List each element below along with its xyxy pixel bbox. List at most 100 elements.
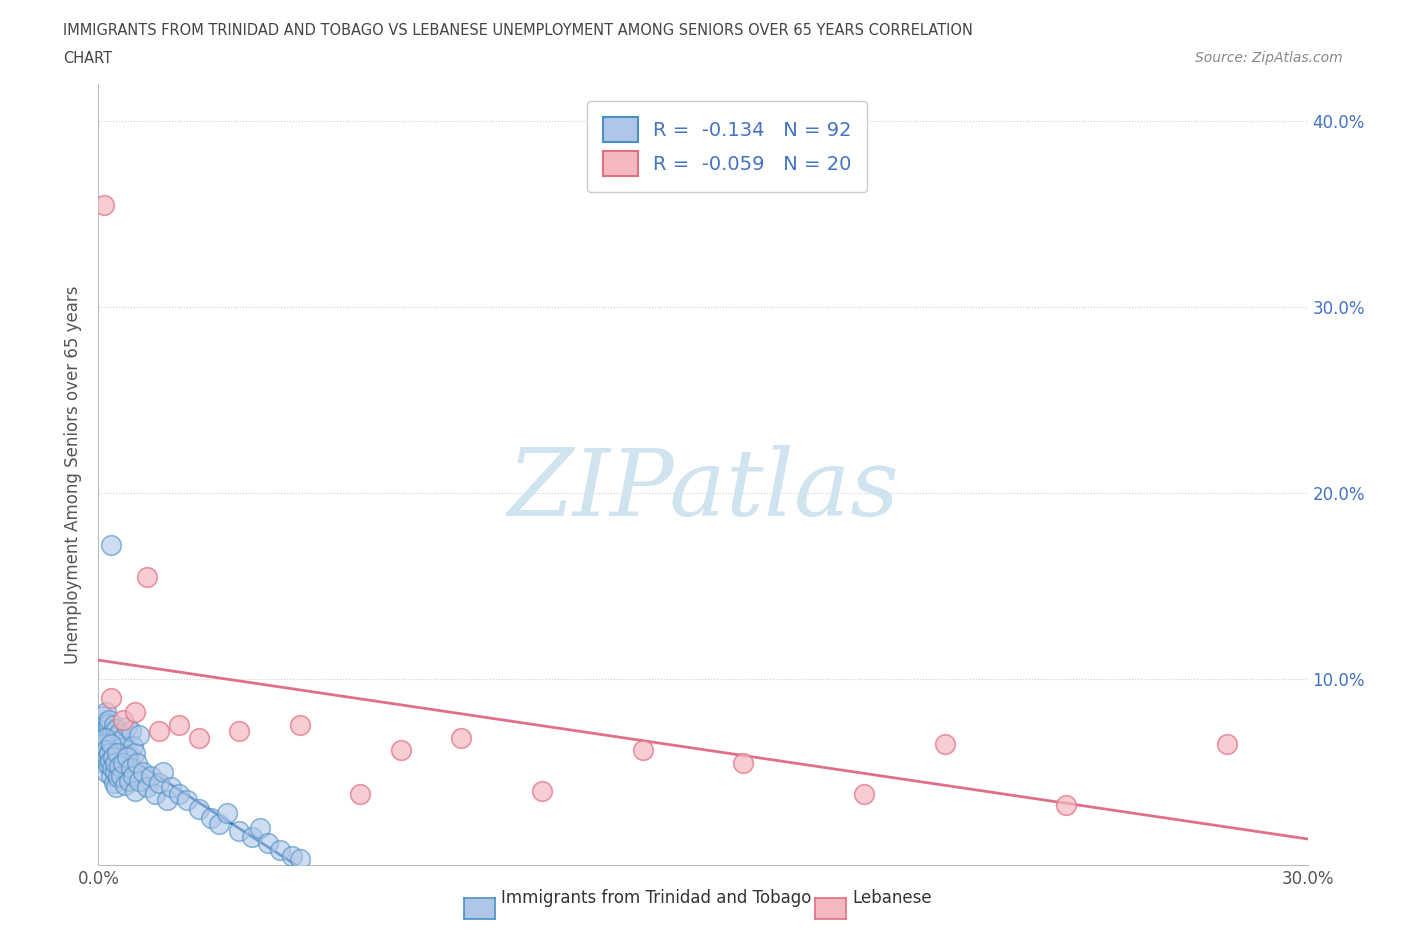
Point bbox=[111, 731, 134, 746]
Point bbox=[104, 755, 127, 770]
Point bbox=[228, 724, 250, 738]
Point bbox=[97, 757, 120, 772]
Point bbox=[143, 787, 166, 802]
Point bbox=[107, 725, 129, 740]
Point bbox=[152, 764, 174, 779]
Point bbox=[853, 787, 876, 802]
Point bbox=[91, 737, 114, 751]
Point bbox=[105, 722, 128, 737]
Point bbox=[98, 733, 121, 748]
Point bbox=[107, 770, 129, 785]
Point bbox=[160, 779, 183, 794]
Point bbox=[100, 538, 122, 552]
Text: IMMIGRANTS FROM TRINIDAD AND TOBAGO VS LEBANESE UNEMPLOYMENT AMONG SENIORS OVER : IMMIGRANTS FROM TRINIDAD AND TOBAGO VS L… bbox=[63, 23, 973, 38]
Point bbox=[98, 712, 121, 727]
Point bbox=[111, 712, 134, 727]
Point bbox=[98, 753, 121, 768]
Point bbox=[97, 716, 120, 731]
Point bbox=[91, 750, 114, 764]
Point bbox=[135, 569, 157, 584]
Point bbox=[128, 727, 150, 742]
Point bbox=[101, 750, 124, 764]
Point bbox=[91, 727, 114, 742]
Point bbox=[228, 824, 250, 839]
Text: CHART: CHART bbox=[63, 51, 112, 66]
Point bbox=[121, 738, 143, 753]
Point bbox=[115, 720, 138, 735]
Point bbox=[176, 792, 198, 807]
Point bbox=[100, 738, 122, 753]
Point bbox=[100, 737, 122, 751]
Point bbox=[120, 761, 142, 776]
Point bbox=[91, 737, 114, 751]
Point bbox=[530, 783, 553, 798]
Point bbox=[733, 755, 755, 770]
Point bbox=[124, 705, 146, 720]
Point bbox=[96, 722, 118, 737]
Point bbox=[188, 731, 211, 746]
Point bbox=[217, 805, 239, 820]
Point bbox=[105, 746, 128, 761]
Point bbox=[94, 750, 117, 764]
Point bbox=[93, 731, 115, 746]
Text: ZIPatlas: ZIPatlas bbox=[508, 445, 898, 535]
Point bbox=[124, 783, 146, 798]
Point bbox=[96, 750, 118, 764]
Point bbox=[114, 777, 136, 792]
Point bbox=[240, 830, 263, 844]
Point bbox=[934, 737, 956, 751]
Point bbox=[96, 742, 118, 757]
Point bbox=[125, 755, 148, 770]
Point bbox=[105, 779, 128, 794]
Point bbox=[94, 740, 117, 755]
Point bbox=[288, 852, 311, 867]
Point bbox=[103, 718, 125, 733]
Point bbox=[121, 768, 143, 783]
Point bbox=[91, 709, 114, 724]
Point bbox=[1054, 798, 1077, 813]
Point bbox=[110, 740, 132, 755]
Point bbox=[101, 761, 124, 776]
Point bbox=[167, 718, 190, 733]
Point bbox=[100, 690, 122, 705]
Point bbox=[93, 724, 115, 738]
Point bbox=[101, 725, 124, 740]
Point bbox=[389, 742, 412, 757]
Point bbox=[269, 843, 291, 857]
Text: Immigrants from Trinidad and Tobago: Immigrants from Trinidad and Tobago bbox=[501, 889, 811, 907]
Point bbox=[94, 714, 117, 729]
Point bbox=[188, 802, 211, 817]
Point bbox=[139, 768, 162, 783]
Point bbox=[118, 748, 141, 763]
Point bbox=[97, 738, 120, 753]
Point bbox=[97, 744, 120, 759]
Point bbox=[100, 768, 122, 783]
Point bbox=[94, 705, 117, 720]
Point bbox=[96, 735, 118, 750]
Text: Lebanese: Lebanese bbox=[852, 889, 932, 907]
Point bbox=[288, 718, 311, 733]
Legend: R =  -0.134   N = 92, R =  -0.059   N = 20: R = -0.134 N = 92, R = -0.059 N = 20 bbox=[588, 101, 868, 192]
Point bbox=[105, 746, 128, 761]
Point bbox=[93, 746, 115, 761]
Point bbox=[156, 792, 179, 807]
Point bbox=[104, 729, 127, 744]
Point bbox=[94, 731, 117, 746]
Point bbox=[1216, 737, 1239, 751]
Point bbox=[115, 750, 138, 764]
Point bbox=[631, 742, 654, 757]
Point bbox=[107, 735, 129, 750]
Point bbox=[349, 787, 371, 802]
Point bbox=[450, 731, 472, 746]
Point bbox=[97, 746, 120, 761]
Point bbox=[208, 817, 231, 831]
Point bbox=[94, 764, 117, 779]
Point bbox=[128, 774, 150, 789]
Point bbox=[148, 776, 170, 790]
Point bbox=[97, 729, 120, 744]
Point bbox=[103, 764, 125, 779]
Point bbox=[93, 197, 115, 212]
Point bbox=[281, 848, 304, 863]
Point bbox=[103, 776, 125, 790]
Point bbox=[148, 724, 170, 738]
